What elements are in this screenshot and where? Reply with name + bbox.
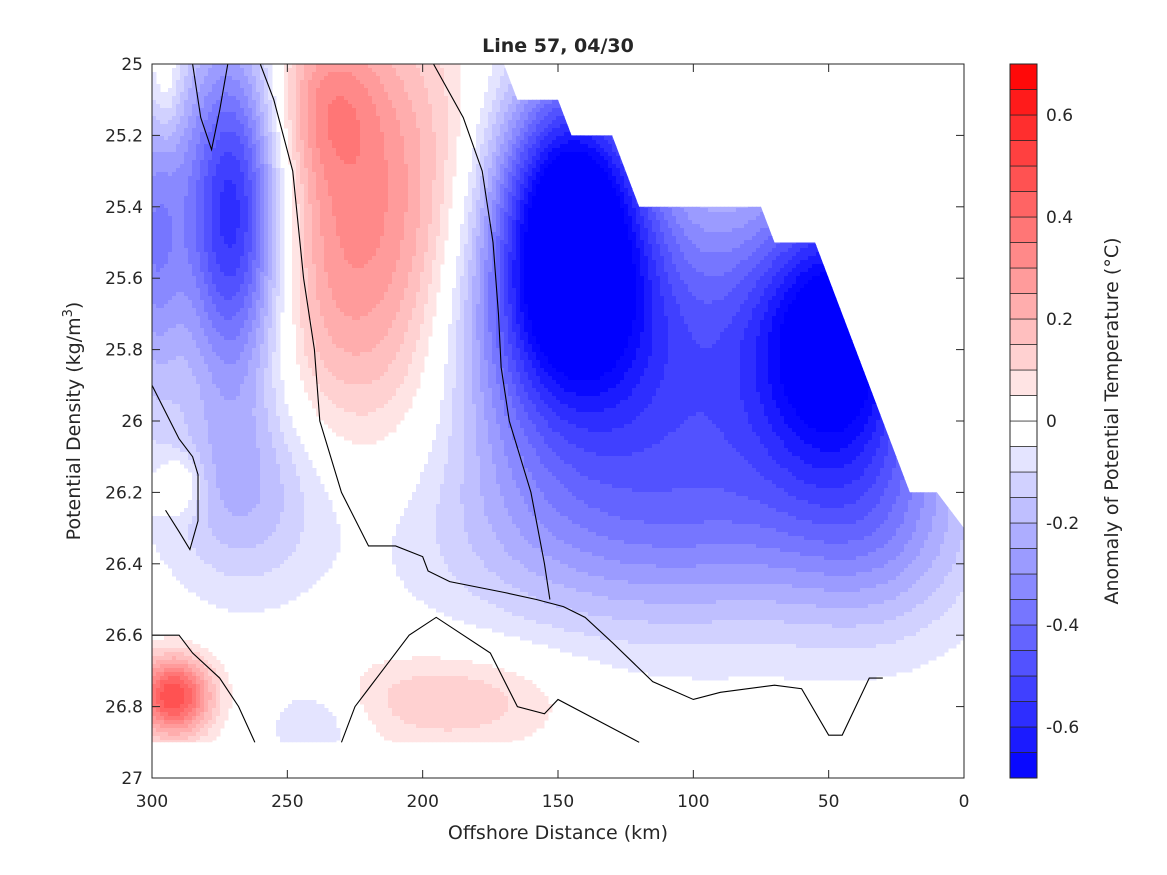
colorbar-axis: -0.6 -0.4 -0.2 0 0.2 0.4 0.6 [1046, 106, 1079, 738]
colorbar-tick-label: -0.4 [1046, 616, 1079, 636]
colorbar-band [1009, 624, 1038, 651]
y-tick-label: 26.2 [105, 483, 143, 503]
y-axis: 25 25.2 25.4 25.6 25.8 26 26.2 26.4 26.6 26.8 27 [105, 55, 964, 789]
colorbar-tick-label: 0.6 [1046, 106, 1073, 126]
colorbar-band [1009, 267, 1038, 294]
colorbar-band [1009, 752, 1038, 779]
colorbar-band [1009, 242, 1038, 269]
colorbar-band [1009, 650, 1038, 677]
colorbar-tick-label: 0 [1046, 412, 1057, 432]
x-tick-label: 50 [818, 792, 840, 812]
colorbar [1009, 63, 1038, 779]
colorbar-band [1009, 293, 1038, 320]
colorbar-band [1009, 89, 1038, 116]
colorbar-tick-label: -0.2 [1046, 514, 1079, 534]
x-tick-label: 150 [542, 792, 574, 812]
colorbar-label: Anomaly of Potential Temperature (°C) [1101, 238, 1123, 605]
colorbar-band [1009, 165, 1038, 192]
colorbar-band [1009, 471, 1038, 498]
x-tick-label: 300 [136, 792, 168, 812]
y-tick-label: 25.6 [105, 269, 143, 289]
y-tick-label: 25.2 [105, 126, 143, 146]
y-axis-label: Potential Density (kg/m3) [61, 302, 85, 541]
zero-contour-1 [259, 64, 883, 736]
y-tick-label: 25.8 [105, 341, 143, 361]
colorbar-band [1009, 675, 1038, 702]
colorbar-band [1009, 701, 1038, 728]
colorbar-band [1009, 726, 1038, 753]
colorbar-band [1009, 318, 1038, 345]
y-tick-label: 26.4 [105, 555, 143, 575]
x-tick-label: 0 [959, 792, 970, 812]
x-tick-label: 250 [271, 792, 303, 812]
y-tick-label: 26.8 [105, 698, 143, 718]
zero-contours [152, 64, 883, 743]
colorbar-band [1009, 140, 1038, 167]
colorbar-band [1009, 420, 1038, 447]
chart-title: Line 57, 04/30 [482, 35, 634, 57]
y-tick-label: 27 [121, 769, 143, 789]
y-tick-label: 25 [121, 55, 143, 75]
colorbar-band [1009, 395, 1038, 422]
y-axis-label-superscript: 3 [61, 309, 76, 317]
zero-contour-2 [340, 616, 640, 743]
zero-contour-5 [152, 634, 256, 743]
x-axis-label: Offshore Distance (km) [448, 822, 668, 844]
zero-contour-0 [192, 64, 229, 152]
colorbar-band [1009, 344, 1038, 371]
x-axis: 300 250 200 150 100 50 0 [136, 64, 970, 812]
colorbar-tick-label: 0.4 [1046, 208, 1073, 228]
colorbar-band [1009, 369, 1038, 396]
colorbar-band [1009, 191, 1038, 218]
colorbar-band [1009, 522, 1038, 549]
y-axis-label-close: ) [63, 302, 85, 309]
y-tick-label: 26.6 [105, 626, 143, 646]
colorbar-band [1009, 63, 1038, 90]
colorbar-band [1009, 216, 1038, 243]
zero-contour-4 [152, 385, 199, 551]
colorbar-frame [1009, 63, 1038, 779]
colorbar-tick-label: -0.6 [1046, 718, 1079, 738]
colorbar-band [1009, 497, 1038, 524]
y-tick-label: 25.4 [105, 198, 143, 218]
colorbar-band [1009, 114, 1038, 141]
y-axis-label-main: Potential Density (kg/m [63, 317, 85, 540]
colorbar-band [1009, 446, 1038, 473]
zero-contour-3 [433, 64, 551, 600]
colorbar-band [1009, 548, 1038, 575]
x-tick-label: 200 [406, 792, 438, 812]
y-tick-label: 26 [121, 412, 143, 432]
colorbar-band [1009, 599, 1038, 626]
colorbar-band [1009, 573, 1038, 600]
x-tick-label: 100 [677, 792, 709, 812]
colorbar-tick-label: 0.2 [1046, 310, 1073, 330]
